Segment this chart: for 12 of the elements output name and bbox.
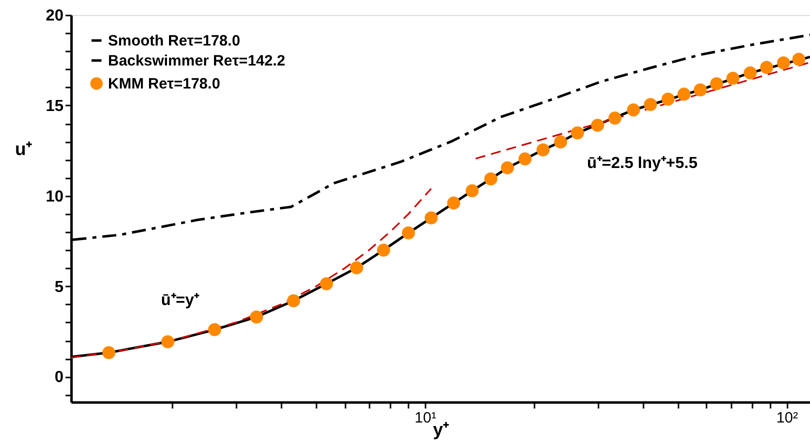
y-tick-label: 0 <box>54 369 64 386</box>
y-tick-label: 10 <box>46 188 64 206</box>
y-tick-label: 5 <box>54 278 64 296</box>
annotation: ū⁺=y⁺ <box>161 292 200 309</box>
x-tick-label: 10² <box>776 410 798 426</box>
y-tick-label: 15 <box>46 98 64 115</box>
legend-label: Backswimmer Reτ=142.2 <box>108 52 286 70</box>
y-tick-label: 20 <box>46 8 64 24</box>
legend-label: Smooth Reτ=178.0 <box>108 32 240 50</box>
y-axis-title: u⁺ <box>15 139 32 159</box>
annotation: ū⁺=2.5 lny⁺+5.5 <box>587 155 698 172</box>
legend-label: KMM Reτ=178.0 <box>108 76 220 92</box>
